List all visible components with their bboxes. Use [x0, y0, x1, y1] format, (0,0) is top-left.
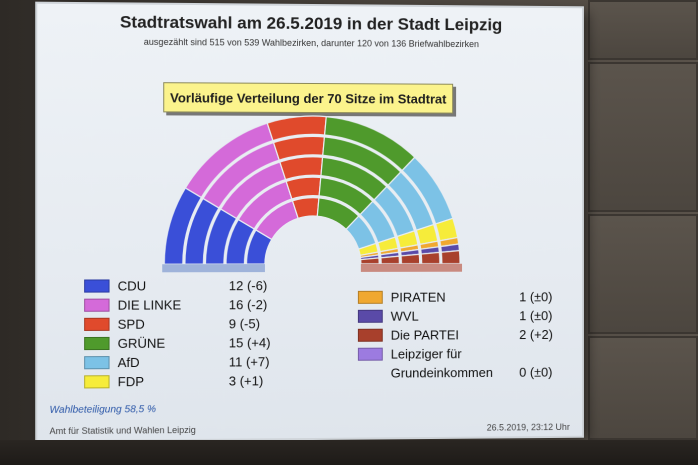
legend-swatch	[358, 329, 383, 342]
wall-panel	[588, 62, 698, 212]
party-name: FDP	[118, 373, 229, 389]
legend-row: Grundeinkommen 0 (±0)	[358, 363, 578, 383]
party-seats: 1 (±0)	[519, 289, 578, 304]
seat-block-die-partei	[381, 256, 400, 264]
legend-swatch	[84, 318, 109, 331]
seat-block-die-partei	[401, 254, 420, 264]
seat-block-spd	[280, 157, 323, 180]
legend-row: SPD 9 (-5)	[84, 314, 289, 334]
party-seats: 3 (+1)	[229, 373, 289, 388]
party-name: Grundeinkommen	[391, 365, 519, 381]
legend-row: Die PARTEI 2 (+2)	[358, 325, 578, 345]
legend-row: AfD 11 (+7)	[84, 352, 289, 372]
footer-right: 26.5.2019, 23:12 Uhr	[487, 422, 570, 433]
party-name: Die PARTEI	[391, 327, 519, 342]
slide-title: Stadtratswahl am 26.5.2019 in der Stadt …	[37, 12, 582, 36]
party-name: AfD	[118, 354, 229, 370]
chart-base-left	[162, 264, 265, 272]
party-name: WVL	[391, 308, 519, 323]
legend-row: Leipziger für	[358, 344, 578, 364]
party-name: Leipziger für	[391, 346, 519, 362]
seat-distribution-banner: Vorläufige Verteilung der 70 Sitze im St…	[163, 82, 453, 113]
wall-panel	[588, 0, 698, 60]
legend-swatch	[358, 310, 383, 323]
projection-screen: Stadtratswahl am 26.5.2019 in der Stadt …	[37, 4, 582, 441]
slide-subtitle: ausgezählt sind 515 von 539 Wahlbezirken…	[37, 36, 582, 50]
party-seats: 11 (+7)	[229, 354, 289, 369]
legend-swatch	[84, 337, 109, 350]
party-seats: 9 (-5)	[229, 316, 289, 331]
seat-block-die-partei	[361, 258, 379, 264]
seat-block-spd	[286, 177, 321, 199]
legend-row: FDP 3 (+1)	[84, 371, 289, 391]
legend-row: WVL 1 (±0)	[358, 306, 578, 326]
legend-swatch	[84, 299, 109, 312]
legend-swatch	[84, 279, 109, 292]
party-name: DIE LINKE	[118, 297, 229, 312]
floor	[0, 440, 698, 465]
legend-row: DIE LINKE 16 (-2)	[84, 295, 289, 315]
legend-swatch	[358, 291, 383, 304]
wall-panel	[588, 214, 698, 334]
legend-swatch	[84, 356, 109, 369]
legend-row: PIRATEN 1 (±0)	[358, 287, 578, 307]
chart-base-right	[361, 264, 462, 272]
wall-panel	[588, 336, 698, 440]
party-seats: 16 (-2)	[229, 297, 289, 312]
party-name: GRÜNE	[118, 335, 229, 351]
seat-block-die-partei	[421, 252, 440, 263]
party-seats: 0 (±0)	[519, 365, 578, 380]
party-seats: 2 (+2)	[519, 327, 578, 342]
legend-row: CDU 12 (-6)	[84, 276, 289, 296]
legend-right: PIRATEN 1 (±0) WVL 1 (±0) Die PARTEI 2 (+2) Le…	[358, 287, 578, 382]
party-seats: 12 (-6)	[229, 278, 289, 293]
footer-left: Amt für Statistik und Wahlen Leipzig	[50, 425, 196, 436]
turnout-text: Wahlbeteiligung 58,5 %	[50, 404, 157, 416]
party-name: CDU	[118, 278, 229, 293]
party-seats: 15 (+4)	[229, 335, 289, 350]
legend-row: GRÜNE 15 (+4)	[84, 333, 289, 353]
legend-swatch	[358, 348, 383, 361]
legend-swatch	[84, 375, 109, 388]
party-seats: 1 (±0)	[519, 308, 578, 323]
seat-block-die-partei	[441, 251, 460, 264]
party-name: SPD	[118, 316, 229, 332]
legend-left: CDU 12 (-6) DIE LINKE 16 (-2) SPD 9 (-5) GRÜNE…	[84, 276, 289, 391]
party-name: PIRATEN	[391, 289, 519, 304]
parliament-chart	[56, 113, 566, 275]
